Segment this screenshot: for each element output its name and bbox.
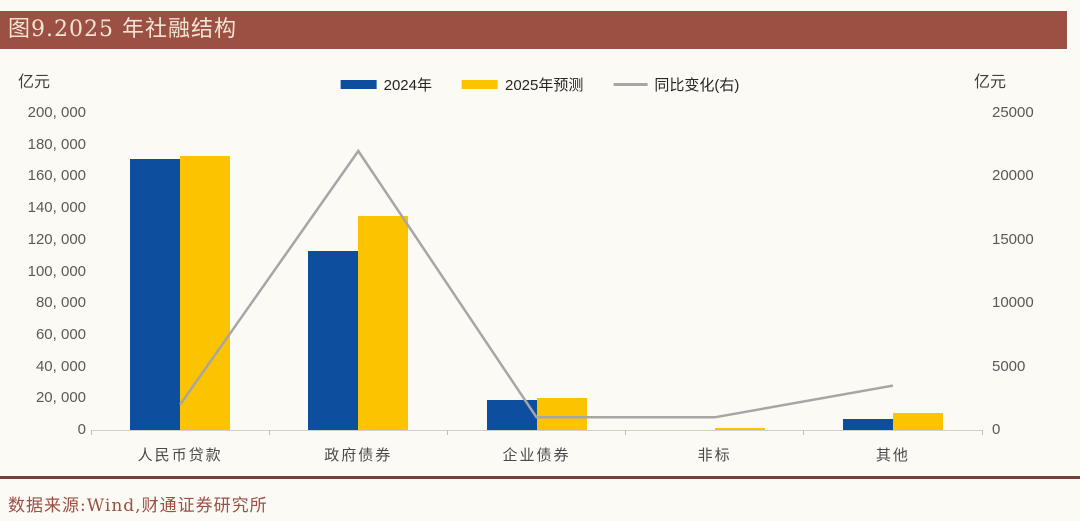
right-axis-unit: 亿元 (974, 72, 1007, 91)
category-label-other: 其他 (875, 446, 910, 464)
left-axis-tick-label: 160, 000 (27, 167, 86, 185)
left-axis-tick-label: 0 (77, 421, 86, 438)
data-source-note: 数据来源:Wind,财通证券研究所 (8, 496, 268, 516)
right-axis-tick-label: 10000 (992, 294, 1034, 312)
left-axis-tick-label: 40, 000 (35, 357, 86, 375)
category-label-corp-bonds: 企业债券 (502, 446, 571, 464)
legend-color-swatch (340, 80, 377, 89)
plot-area (91, 113, 982, 431)
left-axis-tick-label: 80, 000 (35, 294, 86, 312)
yoy-change-line (179, 148, 894, 419)
figure-title: 图9.2025 年社融结构 (8, 17, 237, 42)
left-axis-tick-label: 60, 000 (35, 325, 86, 343)
legend-line-marker (613, 83, 648, 86)
right-axis-tick-label: 20000 (992, 167, 1034, 185)
left-axis-tick-label: 100, 000 (27, 262, 86, 280)
legend-color-swatch (462, 80, 498, 89)
left-axis-tick-label: 140, 000 (27, 199, 86, 217)
right-axis-tick-label: 25000 (992, 104, 1034, 121)
category-label-non-standard: 非标 (697, 446, 732, 464)
x-axis-tick (268, 430, 270, 435)
left-axis-unit: 亿元 (18, 72, 51, 91)
section-divider (0, 476, 1080, 479)
legend-label: 2024年 (383, 77, 432, 94)
legend-item-2024: 2024年 (340, 74, 432, 95)
bar-2025-forecast-rmb-loans (180, 155, 231, 430)
x-axis-tick (981, 430, 983, 435)
figure-title-bar: 图9.2025 年社融结构 (0, 11, 1067, 49)
category-label-rmb-loans: 人民币贷款 (137, 446, 223, 464)
legend-label: 同比变化(右) (654, 77, 740, 94)
legend-item-2025-forecast: 2025年预测 (462, 74, 583, 95)
left-axis-tick-label: 200, 000 (27, 104, 86, 121)
left-axis-tick-label: 20, 000 (35, 389, 86, 407)
x-axis-tick (446, 430, 448, 435)
left-axis-tick-label: 120, 000 (27, 230, 86, 248)
bar-2025-forecast-non-standard (714, 428, 765, 430)
bar-2025-forecast-other (892, 413, 943, 430)
x-axis-tick (803, 430, 805, 435)
bar-2025-forecast-corp-bonds (536, 398, 587, 430)
x-axis-tick (625, 430, 627, 435)
right-axis-tick-label: 15000 (992, 230, 1034, 248)
legend: 2024年 2025年预测 同比变化(右) (340, 74, 739, 95)
legend-item-yoy-change: 同比变化(右) (613, 74, 739, 95)
category-label-gov-bonds: 政府债券 (324, 446, 393, 464)
bar-2025-forecast-gov-bonds (358, 216, 409, 430)
left-axis-tick-label: 180, 000 (27, 135, 86, 153)
bar-2024-other (842, 418, 893, 430)
bar-2024-gov-bonds (308, 250, 359, 430)
x-axis-tick (90, 430, 92, 435)
legend-label: 2025年预测 (505, 77, 584, 94)
right-axis-tick-label: 5000 (992, 357, 1026, 375)
bar-2024-rmb-loans (130, 159, 181, 430)
right-axis-tick-label: 0 (992, 421, 1001, 438)
